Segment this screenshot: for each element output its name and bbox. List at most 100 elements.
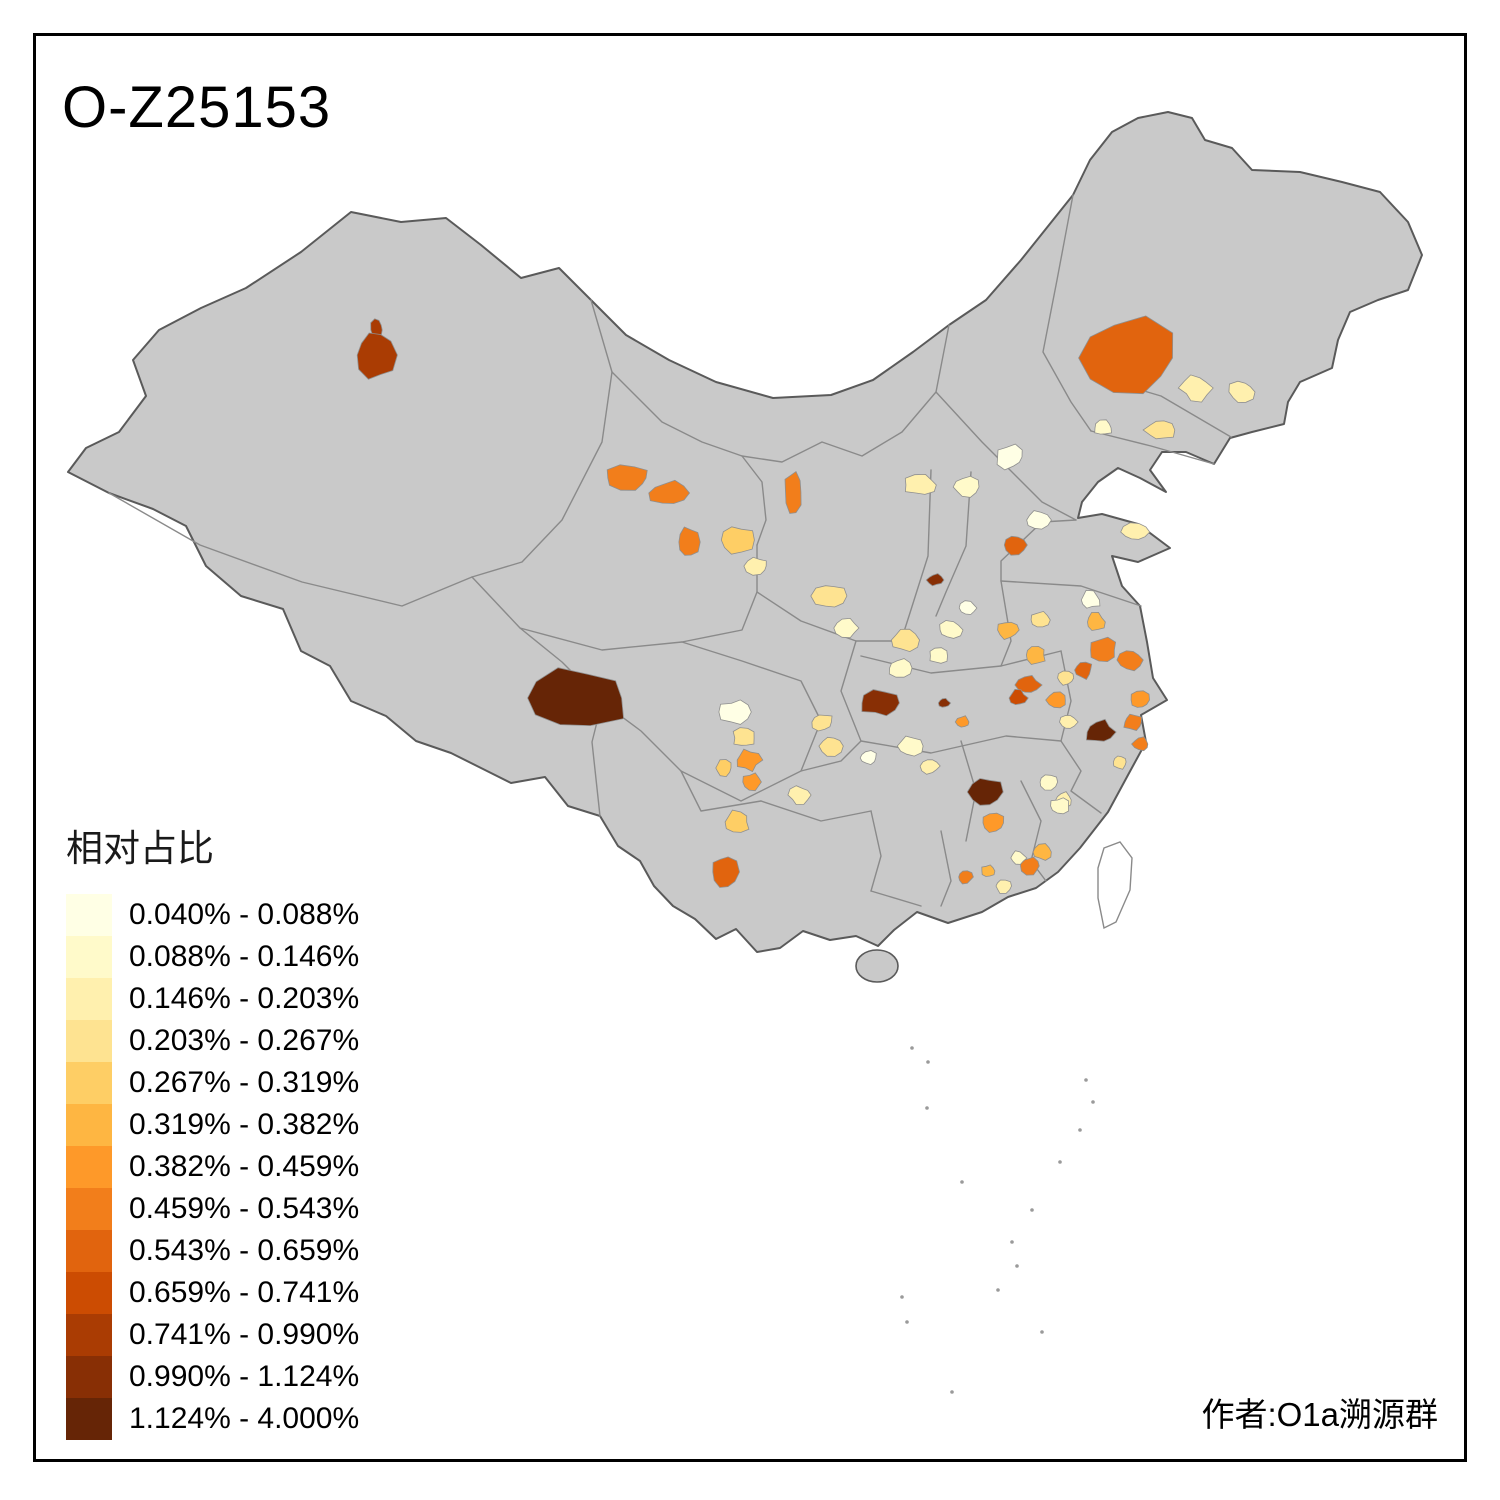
legend: 相对占比 0.040% - 0.088% 0.088% - 0.146% 0.146… <box>66 818 359 1440</box>
legend-swatch <box>66 1020 112 1062</box>
map-region <box>929 647 948 664</box>
map-title: O-Z25153 <box>62 75 332 140</box>
map-region <box>1228 380 1256 403</box>
map-region <box>678 526 701 556</box>
legend-bin-label: 0.659% - 0.741% <box>129 1276 360 1309</box>
legend-row: 0.382% - 0.459% <box>66 1146 359 1188</box>
map-region <box>888 658 913 678</box>
map-region <box>982 812 1005 833</box>
legend-rows: 0.040% - 0.088% 0.088% - 0.146% 0.146% - 0… <box>66 894 359 1440</box>
map-region <box>606 464 648 491</box>
legend-swatch <box>66 1230 112 1272</box>
legend-bin-label: 0.040% - 0.088% <box>129 898 360 931</box>
legend-row: 0.741% - 0.990% <box>66 1314 359 1356</box>
map-region <box>958 870 974 885</box>
map-region <box>1010 850 1028 865</box>
map-region <box>939 620 964 639</box>
map-region <box>833 617 860 639</box>
legend-bin-label: 0.088% - 0.146% <box>129 940 360 973</box>
map-region <box>1057 670 1075 686</box>
legend-swatch <box>66 1062 112 1104</box>
map-region <box>1008 688 1029 706</box>
map-region <box>1123 713 1142 731</box>
legend-title: 相对占比 <box>66 828 214 869</box>
legend-swatch <box>66 1398 112 1440</box>
map-region <box>1003 535 1028 556</box>
map-region <box>1130 690 1150 708</box>
map-region <box>861 689 900 717</box>
map-region <box>1014 675 1043 693</box>
legend-bin-label: 0.459% - 0.543% <box>129 1192 360 1225</box>
map-region <box>925 573 945 587</box>
map-region <box>1025 645 1046 665</box>
legend-swatch <box>66 978 112 1020</box>
map-region <box>784 470 802 514</box>
legend-row: 0.203% - 0.267% <box>66 1020 359 1062</box>
legend-row: 0.040% - 0.088% <box>66 894 359 936</box>
map-region <box>810 585 848 608</box>
map-region <box>1087 611 1106 631</box>
map-region <box>1050 797 1070 815</box>
legend-swatch <box>66 1314 112 1356</box>
legend-bin-label: 0.741% - 0.990% <box>129 1318 360 1351</box>
legend-row: 0.990% - 1.124% <box>66 1356 359 1398</box>
map-region <box>1085 718 1117 742</box>
map-region <box>1074 661 1093 681</box>
map-region <box>1177 374 1214 403</box>
map-region <box>712 856 740 888</box>
legend-row: 0.459% - 0.543% <box>66 1188 359 1230</box>
map-region <box>1020 856 1040 876</box>
map-region <box>1116 650 1144 672</box>
legend-swatch <box>66 936 112 978</box>
map-region <box>743 556 767 576</box>
map-region <box>996 443 1023 471</box>
map-region <box>742 772 762 792</box>
map-region <box>919 759 941 775</box>
map-region <box>720 526 755 555</box>
legend-bin-label: 0.543% - 0.659% <box>129 1234 360 1267</box>
legend-bin-label: 0.990% - 1.124% <box>129 1360 360 1393</box>
taiwan-island <box>1097 841 1133 930</box>
map-region <box>736 748 764 773</box>
map-region <box>1045 691 1066 709</box>
map-region <box>811 714 833 732</box>
map-region <box>818 736 844 757</box>
map-region <box>1059 714 1079 729</box>
map-region <box>1090 636 1117 663</box>
map-region <box>1026 510 1052 530</box>
map-region <box>997 621 1020 640</box>
map-region <box>732 727 755 746</box>
legend-bin-label: 0.203% - 0.267% <box>129 1024 360 1057</box>
south-china-sea-islands <box>900 1046 1095 1394</box>
map-region <box>1120 522 1151 540</box>
legend-swatch <box>66 1104 112 1146</box>
map-region <box>1112 755 1127 770</box>
map-region <box>904 473 937 495</box>
legend-swatch <box>66 1356 112 1398</box>
legend-bin-label: 0.146% - 0.203% <box>129 982 360 1015</box>
legend-row: 0.267% - 0.319% <box>66 1062 359 1104</box>
map-region <box>787 785 812 806</box>
legend-bin-label: 0.267% - 0.319% <box>129 1066 360 1099</box>
map-region <box>648 479 691 504</box>
legend-row: 0.146% - 0.203% <box>66 978 359 1020</box>
legend-bin-label: 0.382% - 0.459% <box>129 1150 360 1183</box>
map-region <box>356 332 398 380</box>
map-region <box>966 778 1004 806</box>
legend-swatch <box>66 894 112 936</box>
map-region <box>1078 315 1174 395</box>
map-region <box>1094 419 1112 435</box>
province-borders <box>108 194 1232 907</box>
map-region <box>715 759 732 778</box>
legend-row: 0.319% - 0.382% <box>66 1104 359 1146</box>
legend-row: 0.543% - 0.659% <box>66 1230 359 1272</box>
map-region <box>1142 420 1176 440</box>
legend-swatch <box>66 1146 112 1188</box>
map-region <box>1080 589 1101 609</box>
legend-swatch <box>66 1188 112 1230</box>
attribution: 作者:O1a溯源群 <box>1201 1396 1438 1433</box>
map-region <box>859 750 877 766</box>
map-region <box>1032 843 1052 861</box>
map-region <box>724 809 750 833</box>
legend-bin-label: 1.124% - 4.000% <box>129 1402 360 1435</box>
